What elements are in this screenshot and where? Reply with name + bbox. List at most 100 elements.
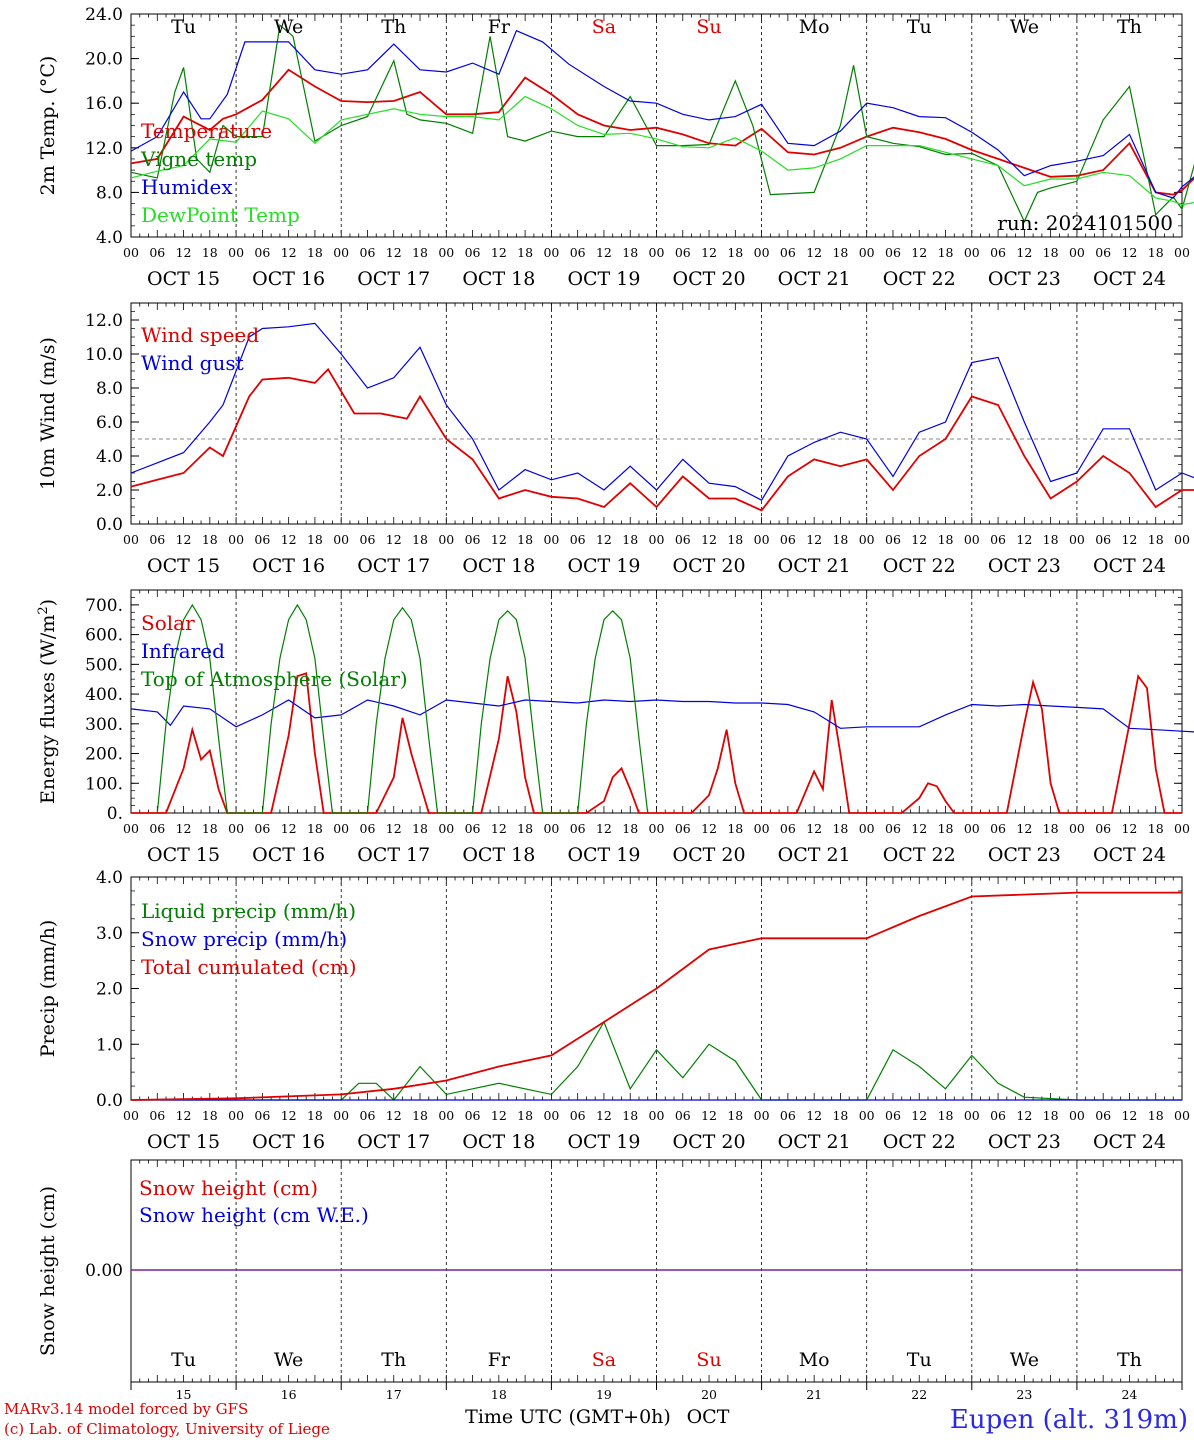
legend-entry: Temperature [141,119,272,143]
date-label: OCT 24 [1093,1131,1166,1153]
hour-tick-label: 18 [307,821,323,836]
hour-tick-label: 18 [517,1108,533,1123]
hour-tick-label: 18 [202,532,218,547]
day-number-label: 21 [806,1387,822,1402]
date-label: OCT 17 [357,555,430,577]
hour-tick-label: 06 [990,821,1006,836]
day-number-label: 20 [701,1387,717,1402]
weekday-label: We [274,1349,303,1371]
hour-tick-label: 18 [938,821,954,836]
hour-tick-label: 18 [307,532,323,547]
date-label: OCT 18 [462,844,535,866]
hour-tick-label: 12 [806,821,822,836]
hour-tick-label: 18 [622,1108,638,1123]
station-label: Eupen (alt. 319m) [950,1405,1188,1435]
day-number-label: 18 [491,1387,507,1402]
hour-tick-label: 00 [228,245,244,260]
hour-tick-label: 06 [149,1108,165,1123]
y-tick-label: 4.0 [96,228,123,248]
y-tick-label: 16.0 [85,94,123,114]
y-tick-label: 8.0 [96,183,123,203]
run-label: run: 2024101500 [997,211,1173,235]
date-label: OCT 24 [1093,268,1166,290]
y-tick-label: 10.0 [85,345,123,365]
date-label: OCT 17 [357,844,430,866]
hour-tick-label: 18 [622,532,638,547]
date-label: OCT 20 [673,555,746,577]
hour-tick-label: 12 [596,532,612,547]
y-tick-label: 3.0 [96,924,123,944]
date-label: OCT 23 [988,555,1061,577]
weekday-label: Mo [799,16,830,38]
hour-tick-label: 12 [911,245,927,260]
day-number-label: 17 [386,1387,402,1402]
date-label: OCT 16 [252,555,325,577]
hour-tick-label: 06 [885,821,901,836]
y-tick-label: 24.0 [85,5,123,25]
hour-tick-label: 00 [333,245,349,260]
hour-tick-label: 18 [1148,821,1164,836]
date-label: OCT 17 [357,268,430,290]
hour-tick-label: 00 [754,1108,770,1123]
legend-entry: Solar [141,611,195,635]
series-line-solar [131,672,1182,814]
hour-tick-label: 06 [1095,821,1111,836]
weekday-label: We [1010,16,1039,38]
y-tick-label: 700. [85,596,123,616]
y-axis-label: 2m Temp. (°C) [37,56,59,196]
y-axis-label: Energy fluxes (W/m2) [36,599,60,804]
weekday-label: Th [1117,16,1142,38]
series-line-wind-speed [130,367,1194,512]
credit-line-2: (c) Lab. of Climatology, University of L… [4,1420,330,1438]
y-tick-label: 2.0 [96,980,123,1000]
hour-tick-label: 06 [465,821,481,836]
hour-tick-label: 12 [701,1108,717,1123]
hour-tick-label: 18 [307,245,323,260]
hour-tick-label: 00 [333,532,349,547]
hour-tick-label: 18 [517,821,533,836]
date-label: OCT 21 [778,268,851,290]
hour-tick-label: 12 [911,1108,927,1123]
date-label: OCT 23 [988,1131,1061,1153]
hour-tick-label: 12 [701,532,717,547]
hour-tick-label: 12 [701,821,717,836]
hour-tick-label: 12 [386,821,402,836]
hour-tick-label: 18 [832,532,848,547]
hour-tick-label: 06 [885,532,901,547]
hour-tick-label: 06 [675,245,691,260]
hour-tick-label: 00 [228,532,244,547]
weekday-label: Fr [488,16,511,38]
hour-tick-label: 06 [675,1108,691,1123]
date-label: OCT 23 [988,268,1061,290]
weekday-label: Su [696,16,721,38]
date-label: OCT 20 [673,1131,746,1153]
hour-tick-label: 06 [1095,1108,1111,1123]
hour-tick-label: 18 [412,821,428,836]
hour-tick-label: 06 [885,1108,901,1123]
hour-tick-label: 00 [543,1108,559,1123]
hour-tick-label: 12 [596,245,612,260]
series-line-wind-gust [130,322,1194,501]
hour-tick-label: 00 [964,245,980,260]
date-label: OCT 18 [462,268,535,290]
hour-tick-label: 06 [149,532,165,547]
series-line-liquid-precip-mm-h- [131,1020,1182,1101]
hour-tick-label: 12 [1121,532,1137,547]
hour-tick-label: 06 [570,245,586,260]
hour-tick-label: 18 [1148,1108,1164,1123]
hour-tick-label: 12 [806,532,822,547]
legend-entry: Total cumulated (cm) [141,955,357,979]
hour-tick-label: 06 [465,532,481,547]
hour-tick-label: 06 [675,532,691,547]
y-tick-label: 12.0 [85,311,123,331]
month-label: OCT [687,1406,730,1428]
weekday-label: Fr [488,1349,511,1371]
y-tick-label: 12.0 [85,139,123,159]
y-tick-label: 4.0 [96,447,123,467]
hour-tick-label: 06 [149,245,165,260]
date-label: OCT 24 [1093,844,1166,866]
weekday-label: Tu [171,16,196,38]
hour-tick-label: 06 [570,1108,586,1123]
hour-tick-label: 18 [622,821,638,836]
y-tick-label: 200. [85,745,123,765]
